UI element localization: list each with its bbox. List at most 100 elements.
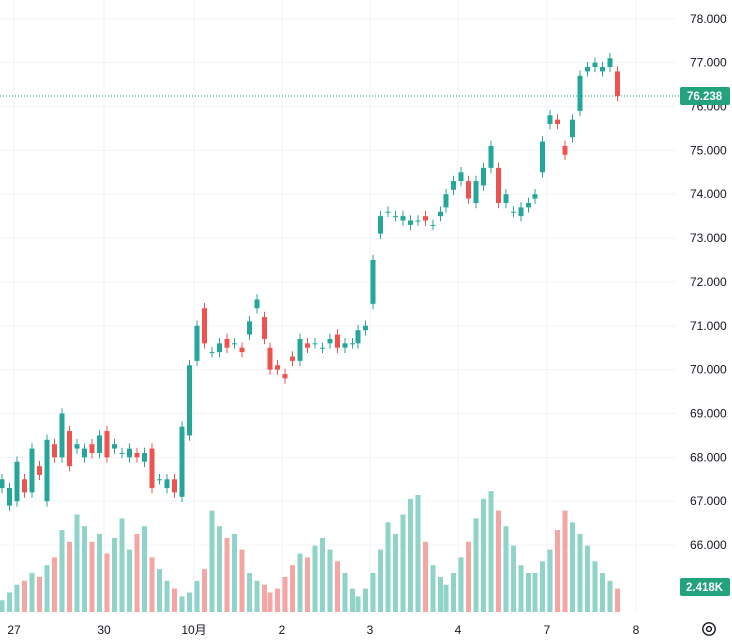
candle-body (247, 321, 252, 335)
volume-bar (526, 573, 531, 612)
candle-body (14, 461, 20, 502)
volume-bar (355, 596, 361, 612)
volume-bar (194, 580, 200, 612)
volume-bar (44, 565, 50, 612)
candle-body (327, 338, 333, 344)
volume-bar (52, 557, 57, 612)
volume-bar (134, 534, 140, 612)
y-tick-label: 66.000 (690, 538, 727, 552)
chart-settings-button[interactable] (700, 620, 718, 638)
candle-body (224, 338, 230, 348)
volume-bar (262, 584, 267, 612)
candle-body (104, 431, 110, 458)
volume-bar (247, 573, 252, 612)
x-tick-label: 4 (455, 623, 462, 637)
candle-body (370, 259, 376, 304)
candle-body (496, 167, 501, 203)
candle-body (157, 479, 162, 481)
last-price-badge-bg (680, 87, 730, 106)
candle-body (74, 444, 80, 449)
candle-body (378, 216, 383, 234)
x-axis[interactable]: 27 30 10月 2 3 4 7 8 (7, 623, 639, 637)
volume-bar (119, 518, 125, 612)
candle-body (142, 452, 147, 462)
candle-body (488, 145, 494, 168)
y-tick-label: 68.000 (690, 450, 727, 464)
candle-body (438, 211, 443, 217)
x-tick-label: 7 (544, 623, 551, 637)
volume-bar (290, 565, 295, 612)
volume-bar (473, 518, 479, 612)
volume-bar (400, 514, 406, 612)
candle-body (305, 343, 310, 348)
volume-bar (22, 580, 27, 612)
volume-bar (327, 549, 333, 612)
volume-bar (267, 592, 273, 612)
candle-body (473, 181, 479, 203)
volume-bar (511, 545, 516, 612)
volume-bar (443, 584, 449, 612)
candle-body (342, 343, 348, 348)
candle-body (267, 347, 273, 370)
x-tick-label: 2 (279, 623, 286, 637)
volume-bar (378, 549, 383, 612)
volume-bar (312, 545, 318, 612)
candles (0, 52, 620, 511)
volume-bar (29, 573, 35, 612)
candle-body (172, 479, 177, 493)
volume-bar (209, 510, 215, 612)
volume-badge: 2.418K (680, 578, 730, 596)
candle-body (52, 444, 57, 458)
candle-body (526, 202, 531, 208)
volume-bar (164, 580, 170, 612)
volume-bar (89, 541, 95, 612)
y-tick-label: 75.000 (690, 143, 727, 157)
candle-body (585, 67, 590, 72)
volume-bar (157, 569, 162, 612)
candle-body (615, 71, 620, 96)
x-tick-label: 30 (97, 623, 111, 637)
candle-body (194, 325, 200, 361)
candle-body (540, 141, 545, 173)
volume-bar (67, 541, 72, 612)
volume-bar (217, 526, 222, 612)
candle-body (466, 181, 471, 199)
volume-bar (305, 557, 310, 612)
volume-bar (488, 491, 494, 612)
volume-bar (104, 553, 110, 612)
volume-bar (555, 530, 560, 612)
y-tick-label: 72.000 (690, 275, 727, 289)
y-tick-label: 74.000 (690, 187, 727, 201)
candle-body (393, 216, 398, 218)
volume-bar (142, 526, 147, 612)
candle-body (312, 343, 318, 345)
candle-body (350, 343, 355, 345)
last-price-badge: 76.238 (680, 87, 730, 106)
candle-body (511, 211, 516, 213)
candle-body (335, 334, 340, 348)
candle-body (290, 356, 295, 361)
volume-bar (282, 576, 288, 612)
volume-bar (577, 534, 583, 612)
candle-body (562, 145, 568, 155)
volume-bar (335, 561, 340, 612)
y-axis[interactable]: 66.000 67.000 68.000 69.000 70.000 71.000 72.0… (690, 12, 727, 552)
candle-body (29, 448, 35, 493)
candle-body (607, 58, 613, 68)
volume-bar (97, 534, 102, 612)
candle-body (202, 308, 207, 344)
candle-body (577, 75, 583, 111)
candle-body (127, 448, 132, 458)
volume-bar (14, 584, 20, 612)
volume-bar (320, 537, 325, 612)
candle-body (481, 167, 486, 186)
candle-body (0, 479, 5, 489)
x-tick-label: 3 (367, 623, 374, 637)
volume-bar (585, 545, 590, 612)
volume-bar (615, 588, 620, 612)
candle-body (400, 216, 406, 221)
volume-bar (179, 596, 185, 612)
last-price-label: 76.238 (687, 91, 723, 103)
y-tick-label: 77.000 (690, 56, 727, 70)
